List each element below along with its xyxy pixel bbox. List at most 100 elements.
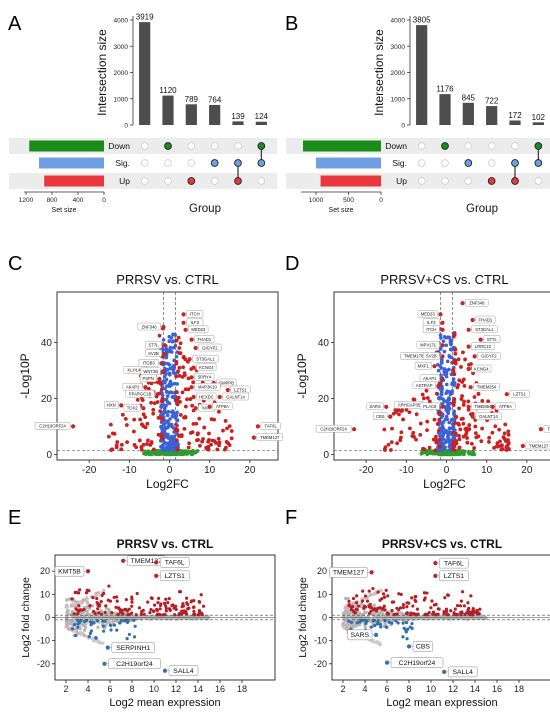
matrix-dot-inactive: [257, 177, 266, 185]
point-up-down: [160, 417, 164, 422]
ma-plot-f: PRRSV+CS vs. CTRL 2 4 6 8 10 12 14 16 18 -20 -10 0 10…: [297, 537, 550, 709]
gene-label: LRRC10: [475, 344, 492, 349]
point-up: [174, 604, 178, 608]
point-ns: [381, 612, 385, 616]
point-up: [192, 613, 196, 617]
point-sig: [436, 368, 441, 373]
point-down: [89, 623, 93, 627]
point-up: [462, 604, 466, 608]
point-ns: [371, 638, 375, 642]
point-up-down: [221, 428, 225, 433]
point-ns: [67, 627, 71, 631]
point-up-down: [476, 392, 481, 396]
label-connector: [439, 322, 443, 323]
matrix-dot-active: [534, 159, 543, 167]
point-up-down: [462, 384, 467, 388]
point-down: [401, 635, 405, 639]
set-size-bar: [303, 140, 381, 152]
gene-label: SV2B: [148, 351, 159, 356]
point-up-down: [382, 447, 387, 452]
gene-label: TAF6L: [548, 427, 550, 432]
label-connector: [439, 378, 443, 379]
set-size-tick-label: 400: [73, 197, 84, 204]
point-up-down: [146, 386, 151, 391]
point-ns: [96, 592, 100, 596]
point-sig: [167, 384, 172, 388]
label-connector: [492, 406, 496, 407]
y-tick-label: 40: [41, 338, 53, 349]
point-down: [390, 621, 394, 625]
point-up-down: [149, 441, 154, 446]
gene-label-box: [473, 383, 500, 391]
point-up-down: [399, 409, 404, 414]
gene-label-box: [366, 402, 384, 410]
point-sig: [444, 429, 449, 433]
point-down: [410, 621, 414, 626]
point-up-down: [427, 399, 432, 404]
point-up-down: [175, 446, 180, 451]
gene-label: SV2B: [426, 354, 437, 359]
point-up: [453, 607, 457, 611]
point-up-down: [158, 409, 163, 414]
point-up: [146, 600, 150, 604]
point-up: [464, 611, 469, 615]
set-size-tick-label: 1000: [309, 197, 324, 204]
label-connector: [140, 407, 144, 409]
gene-label-box: [260, 422, 281, 430]
x-axis-title: Log2FC: [146, 477, 189, 491]
point-down: [102, 629, 106, 633]
panel-letter-c: C: [8, 253, 22, 275]
point-ns: [468, 616, 473, 620]
label-connector: [154, 393, 158, 395]
point-ns: [433, 451, 438, 456]
gene-label: CBS: [416, 644, 430, 651]
point-up: [200, 611, 204, 615]
point-up: [164, 604, 168, 608]
label-connector: [351, 428, 355, 430]
gene-label-box: [168, 665, 199, 676]
point-up-down: [452, 332, 457, 337]
gene-label: TAF6L: [165, 560, 185, 567]
label-connector: [474, 355, 478, 357]
point-up-down: [106, 434, 111, 439]
point-up: [425, 591, 429, 595]
point-up-down: [461, 350, 465, 355]
point-up-down: [151, 447, 156, 452]
x-tick-label: 16: [492, 684, 502, 694]
gene-label: AKAP1: [423, 376, 437, 381]
point-up-down: [506, 438, 510, 442]
point-up-down: [223, 447, 227, 452]
point-ns: [69, 604, 73, 608]
x-tick-label: 20: [244, 465, 256, 476]
point-up-down: [505, 445, 510, 450]
point-up: [158, 607, 162, 611]
gene-label-box: [159, 570, 190, 582]
gene-label-box: [439, 557, 469, 569]
intersection-value-label: 139: [231, 112, 245, 121]
y-axis-title: Intersection size: [95, 29, 109, 116]
y-tick-label: 20: [318, 394, 330, 405]
label-connector: [213, 382, 217, 384]
point-ns: [64, 625, 68, 629]
x-axis-title: Group: [466, 203, 498, 215]
point-up-down: [437, 437, 442, 442]
point-ns: [199, 615, 203, 619]
labelled-point: [189, 385, 194, 390]
point-ns: [71, 615, 75, 619]
point-up-down: [434, 391, 439, 396]
label-connector: [437, 313, 441, 315]
point-up-down: [178, 413, 183, 417]
point-sig: [172, 381, 177, 386]
point-up-down: [437, 428, 441, 433]
point-ns: [82, 633, 86, 638]
point-up: [141, 608, 145, 612]
point-sig: [440, 358, 444, 362]
point-up: [130, 604, 134, 608]
point-ns: [82, 622, 87, 627]
matrix-dot-active: [234, 177, 242, 185]
point-up-down: [152, 401, 157, 406]
point-up-down: [119, 447, 124, 452]
point-up: [371, 586, 375, 591]
matrix-dot-inactive: [487, 159, 496, 167]
x-axis-title: Log2 mean expression: [109, 697, 220, 709]
